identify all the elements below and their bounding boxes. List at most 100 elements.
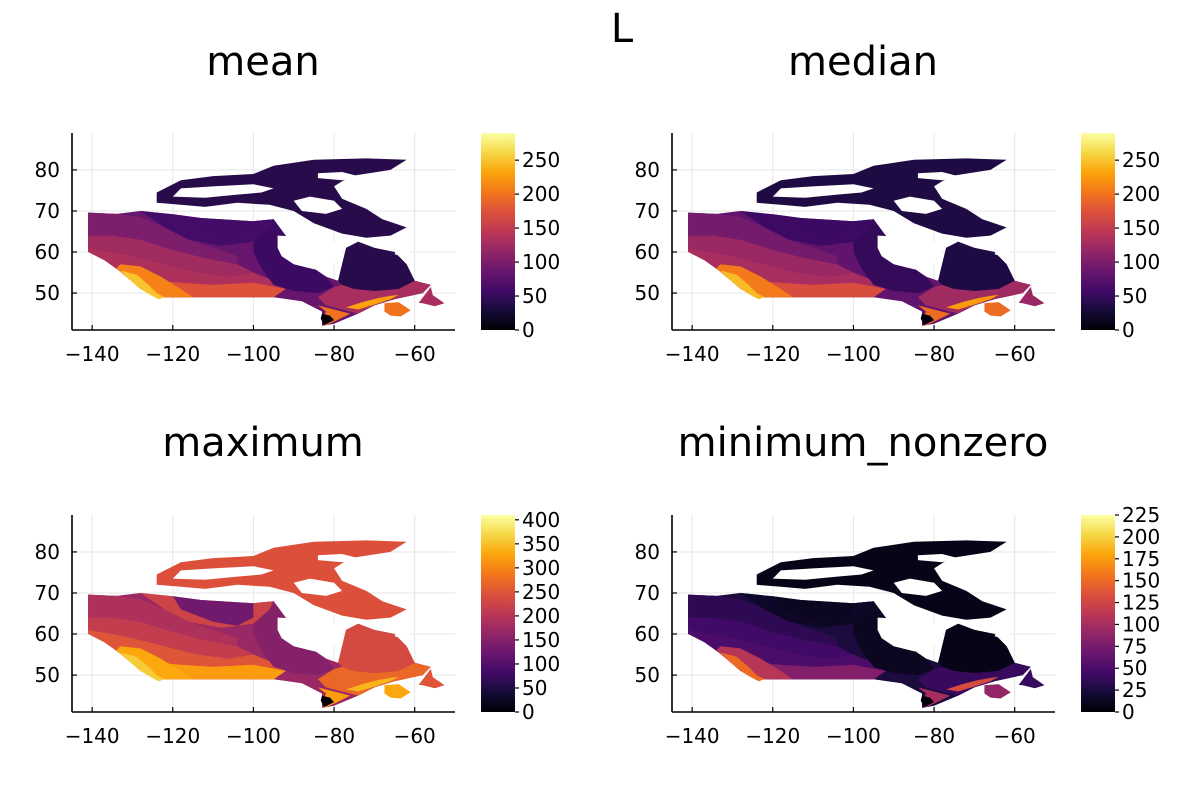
- colorbar: [481, 515, 515, 712]
- map-water: [994, 629, 1011, 641]
- map-layer: [688, 540, 1045, 708]
- panel-title: median: [788, 39, 938, 85]
- map-region-north-mainland: [140, 211, 274, 246]
- colorbar-tick-label: 200: [522, 604, 560, 628]
- colorbar-tick-label: 0: [522, 700, 535, 724]
- map-water: [293, 196, 343, 214]
- y-tick-label: 70: [35, 199, 60, 223]
- map-region-great-lakes: [320, 313, 335, 326]
- map-region-maritimes: [984, 302, 1011, 317]
- map-water: [893, 196, 943, 214]
- colorbar-tick-label: 150: [1122, 569, 1160, 593]
- y-tick-label: 80: [635, 540, 660, 564]
- map-region-quebec-south: [917, 662, 1031, 696]
- map-water: [877, 617, 943, 653]
- panel-2: maximum−140 −120 −100 −80 −60506070800501001…: [35, 420, 561, 748]
- colorbar-tick-label: 200: [522, 182, 560, 206]
- map-region-newfoundland: [418, 668, 445, 689]
- colorbar-tick-label: 150: [1122, 216, 1160, 240]
- y-tick-label: 50: [35, 281, 60, 305]
- map-region-yukon-south: [688, 235, 854, 277]
- map-region-north-mainland: [740, 593, 874, 628]
- map-water: [772, 566, 874, 580]
- map-water: [317, 554, 359, 563]
- map-region-yukon-north: [688, 594, 838, 647]
- map-region-prairie-south: [756, 662, 886, 680]
- x-tick-label: −60: [994, 724, 1036, 748]
- colorbar: [481, 133, 515, 330]
- map-water: [994, 247, 1011, 259]
- map-water: [917, 172, 959, 181]
- map-region-yukon-south: [88, 235, 254, 277]
- x-tick-label: −120: [745, 724, 800, 748]
- colorbar: [1081, 515, 1115, 712]
- map-region-gulf-coast: [946, 676, 999, 692]
- colorbar-tick-label: 50: [1122, 656, 1147, 680]
- colorbar-tick-label: 25: [1122, 678, 1147, 702]
- map-region-yukon-north: [688, 212, 838, 265]
- x-tick-label: −100: [226, 724, 281, 748]
- map-water: [317, 172, 359, 181]
- colorbar-tick-label: 250: [1122, 148, 1160, 172]
- x-tick-label: −140: [65, 342, 120, 366]
- x-tick-label: −100: [226, 342, 281, 366]
- y-tick-label: 60: [35, 622, 60, 646]
- colorbar-tick-label: 200: [1122, 525, 1160, 549]
- map-water: [877, 235, 943, 271]
- map-water: [917, 554, 959, 563]
- colorbar-tick-label: 175: [1122, 547, 1160, 571]
- y-tick-label: 70: [35, 581, 60, 605]
- colorbar-tick-label: 0: [1122, 700, 1135, 724]
- panel-1: median −140 −120 −100 −80 −60 50 60 70 80 0 50 100 15…: [635, 39, 1161, 366]
- figure-title: L: [611, 6, 634, 52]
- colorbar-tick-label: 300: [522, 556, 560, 580]
- x-tick-label: −140: [665, 342, 720, 366]
- map-region-yukon-south: [688, 617, 854, 659]
- map-region-quebec-south: [317, 280, 431, 314]
- map-region-quebec-south: [317, 662, 431, 696]
- map-region-great-lakes: [920, 695, 935, 708]
- map-water: [293, 578, 343, 596]
- panel-0: mean −140 −120 −100 −80 −60 50 60 70 80 0 50 100 150 2…: [35, 39, 561, 366]
- colorbar-tick-label: 350: [522, 532, 560, 556]
- x-tick-label: −120: [745, 342, 800, 366]
- y-tick-label: 80: [35, 158, 60, 182]
- map-water: [277, 617, 343, 653]
- map-region-hudson-belt: [172, 214, 254, 244]
- map-region-yukon-north: [88, 212, 238, 265]
- map-region-newfoundland: [418, 286, 445, 307]
- map-water: [277, 235, 343, 271]
- map-region-hudson-belt: [772, 214, 854, 244]
- colorbar-tick-label: 150: [522, 216, 560, 240]
- colorbar-tick-label: 75: [1122, 634, 1147, 658]
- y-tick-label: 60: [635, 622, 660, 646]
- colorbar-tick-label: 200: [1122, 182, 1160, 206]
- map-region-yukon-north: [88, 594, 238, 647]
- y-tick-label: 60: [35, 240, 60, 264]
- panel-title: maximum: [162, 420, 364, 466]
- colorbar-tick-label: 0: [1122, 318, 1135, 342]
- map-region-gulf-coast: [346, 676, 399, 692]
- x-tick-label: −60: [394, 724, 436, 748]
- colorbar-tick-label: 150: [522, 628, 560, 652]
- map-region-bc-interior: [716, 264, 793, 298]
- map-region-bc-interior: [716, 646, 793, 680]
- x-tick-label: −140: [65, 724, 120, 748]
- x-tick-label: −80: [913, 724, 955, 748]
- map-water: [172, 184, 274, 198]
- map-region-great-lakes: [920, 313, 935, 326]
- map-layer: [88, 158, 445, 326]
- map-water: [893, 578, 943, 596]
- x-tick-label: −80: [313, 342, 355, 366]
- panel-3: minimum_nonzero −140 −120 −100 −80 −60 50 60 70 8…: [635, 420, 1161, 748]
- map-layer: [688, 158, 1045, 326]
- map-region-quebec-south: [917, 280, 1031, 314]
- map-water: [772, 184, 874, 198]
- x-tick-label: −120: [145, 342, 200, 366]
- colorbar-tick-label: 125: [1122, 591, 1160, 615]
- map-region-north-mainland: [140, 593, 274, 628]
- map-region-bc-interior: [116, 646, 193, 680]
- map-region-maritimes: [984, 684, 1011, 699]
- x-tick-label: −60: [994, 342, 1036, 366]
- colorbar-tick-label: 0: [522, 318, 535, 342]
